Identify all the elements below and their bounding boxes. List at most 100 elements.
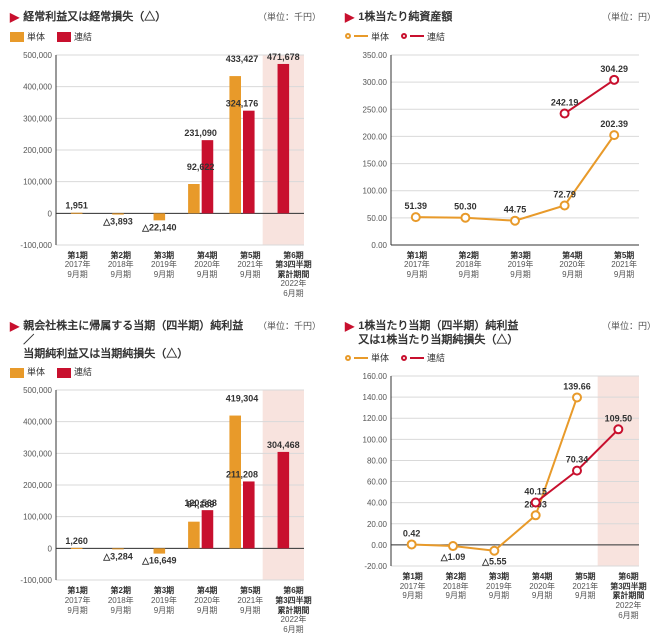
x-label-top: 第6期 第3四半期 累計期間 [272,586,315,615]
y-tick-label: 300.00 [363,78,388,87]
y-tick-label: 200,000 [23,481,52,490]
legend-marker [401,355,407,361]
x-label: 第1期2017年 9月期 [391,572,434,620]
y-tick-label: 300,000 [23,450,52,459]
chart-title-wrap: ▶1株当たり純資産額 [345,10,452,26]
chart-title-wrap: ▶経常利益又は経常損失（△） [10,10,166,26]
x-label-sub: 2021年 9月期 [564,582,607,601]
x-label: 第6期 第3四半期 累計期間2022年 6月期 [272,586,315,634]
x-labels: 第1期2017年 9月期第2期2018年 9月期第3期2019年 9月期第4期2… [56,251,315,299]
value-label: 304.29 [600,63,628,73]
x-labels: 第1期2017年 9月期第2期2018年 9月期第3期2019年 9月期第4期2… [391,251,650,280]
x-label-sub: 2018年 9月期 [434,582,477,601]
x-label-top: 第2期 [99,251,142,261]
legend: 単体連結 [10,30,321,43]
x-label: 第3期2019年 9月期 [142,251,185,299]
legend-swatch [57,32,71,42]
x-label-sub: 2022年 6月期 [272,279,315,298]
x-label-top: 第4期 [521,572,564,582]
chart-svg: -100,0000100,000200,000300,000400,000500… [10,49,310,249]
panel-bl: ▶親会社株主に帰属する当期（四半期）純利益／ 当期純利益又は当期純損失（△）（単… [10,319,321,635]
y-tick-label: 100,000 [23,513,52,522]
line-marker [532,499,540,507]
legend-swatch [57,368,71,378]
chart-title: 1株当たり純資産額 [358,10,452,24]
legend-item: 単体 [10,30,45,43]
value-label: 419,304 [226,394,259,404]
value-label: 433,427 [226,54,259,64]
value-label: 44.75 [504,204,527,214]
x-label-top: 第2期 [443,251,495,261]
line-marker [561,201,569,209]
value-label: 139.66 [563,382,591,392]
value-label: 1,260 [65,536,88,546]
x-label-sub: 2021年 9月期 [229,596,272,615]
x-label: 第1期2017年 9月期 [56,251,99,299]
legend-marker [345,355,351,361]
x-label-top: 第1期 [56,586,99,596]
chart-title: 1株当たり当期（四半期）純利益 又は1株当たり当期純損失（△） [358,319,518,348]
legend-label: 単体 [371,30,389,43]
x-label-sub: 2019年 9月期 [477,582,520,601]
unit-label: （単位：千円） [258,10,321,23]
x-label-sub: 2022年 6月期 [272,615,315,634]
x-label: 第3期2019年 9月期 [495,251,547,280]
bar [243,482,255,549]
legend-swatch [10,368,24,378]
x-labels: 第1期2017年 9月期第2期2018年 9月期第3期2019年 9月期第4期2… [391,572,650,620]
unit-label: （単位：円） [602,10,656,23]
legend-swatch [10,32,24,42]
x-label-sub: 2018年 9月期 [99,260,142,279]
x-label-top: 第1期 [391,251,443,261]
value-label: △5.55 [481,557,506,567]
legend-line [410,357,424,359]
value-label: 324,176 [226,98,259,108]
line-marker [461,213,469,221]
value-label: 202.39 [600,119,628,129]
y-tick-label: 0 [48,209,53,218]
line-marker [610,131,618,139]
y-tick-label: -100,000 [20,241,52,249]
x-label-sub: 2019年 9月期 [142,260,185,279]
y-tick-label: 400,000 [23,82,52,91]
y-tick-label: 20.00 [367,520,388,529]
bar [229,76,241,213]
y-tick-label: 160.00 [363,372,388,381]
bar [154,213,166,220]
legend-item: 連結 [401,30,445,43]
legend-item: 単体 [345,30,389,43]
x-label-top: 第6期 第3四半期 累計期間 [272,251,315,280]
x-label-top: 第5期 [229,251,272,261]
x-labels: 第1期2017年 9月期第2期2018年 9月期第3期2019年 9月期第4期2… [56,586,315,634]
chart-svg: -20.000.0020.0040.0060.0080.00100.00120.… [345,370,645,570]
x-label: 第4期2020年 9月期 [186,251,229,299]
value-label: 51.39 [405,201,428,211]
x-label: 第6期 第3四半期 累計期間2022年 6月期 [272,251,315,299]
line-marker [412,213,420,221]
y-tick-label: 100,000 [23,177,52,186]
value-label: 92,622 [187,162,215,172]
panel-br: ▶1株当たり当期（四半期）純利益 又は1株当たり当期純損失（△）（単位：円）単体… [345,319,656,635]
x-label-sub: 2020年 9月期 [186,596,229,615]
x-label-top: 第6期 第3四半期 累計期間 [607,572,650,601]
x-label-sub: 2020年 9月期 [186,260,229,279]
panel-tl: ▶経常利益又は経常損失（△） （単位：千円） 単体連結 -100,000 0 100,00… [10,10,321,299]
x-label-top: 第4期 [186,251,229,261]
arrow-icon: ▶ [10,10,19,26]
bar [71,548,83,549]
legend: 単体連結 [10,365,321,378]
y-tick-label: -100,000 [20,576,52,584]
x-label-top: 第3期 [142,586,185,596]
line-series [412,398,577,551]
value-label: 242.19 [551,97,579,107]
legend-line [354,357,368,359]
y-tick-label: 250.00 [363,105,388,114]
bar [278,64,290,213]
value-label: 120,568 [184,499,217,509]
bar [229,416,241,549]
y-tick-label: 200,000 [23,146,52,155]
value-label: △3,284 [102,552,132,562]
y-tick-label: 500,000 [23,51,52,60]
chart-title: 親会社株主に帰属する当期（四半期）純利益／ 当期純利益又は当期純損失（△） [23,319,252,362]
x-label-sub: 2017年 9月期 [56,260,99,279]
